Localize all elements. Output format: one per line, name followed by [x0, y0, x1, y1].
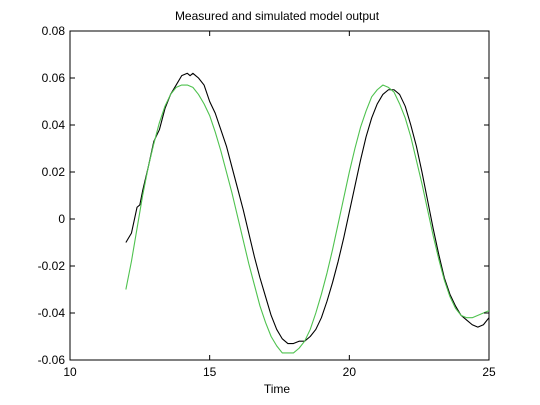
y-tick-label: 0.02: [42, 165, 66, 179]
series-line-2: [125, 84, 490, 354]
x-tick-label: 25: [482, 365, 496, 379]
x-tick-label: 20: [343, 365, 357, 379]
axes-box: [69, 30, 490, 361]
series-line-1: [125, 72, 490, 345]
x-axis-label: Time: [264, 382, 291, 396]
y-tick-label: -0.06: [38, 353, 66, 367]
x-tick-label: 15: [203, 365, 217, 379]
y-tick-label: -0.02: [38, 259, 66, 273]
y-tick-label: 0: [58, 212, 65, 226]
y-tick-label: 0.06: [42, 71, 66, 85]
plot-area: 10 15 20 25 -0.06 -0.04 -0.02 0 0.02 0.04 0.06 0.08: [38, 24, 496, 379]
y-tick-label: 0.04: [42, 118, 66, 132]
chart-title: Measured and simulated model output: [175, 9, 380, 23]
y-tick-label: 0.08: [42, 24, 66, 38]
x-tick-label: 10: [63, 365, 77, 379]
y-tick-label: -0.04: [38, 306, 66, 320]
